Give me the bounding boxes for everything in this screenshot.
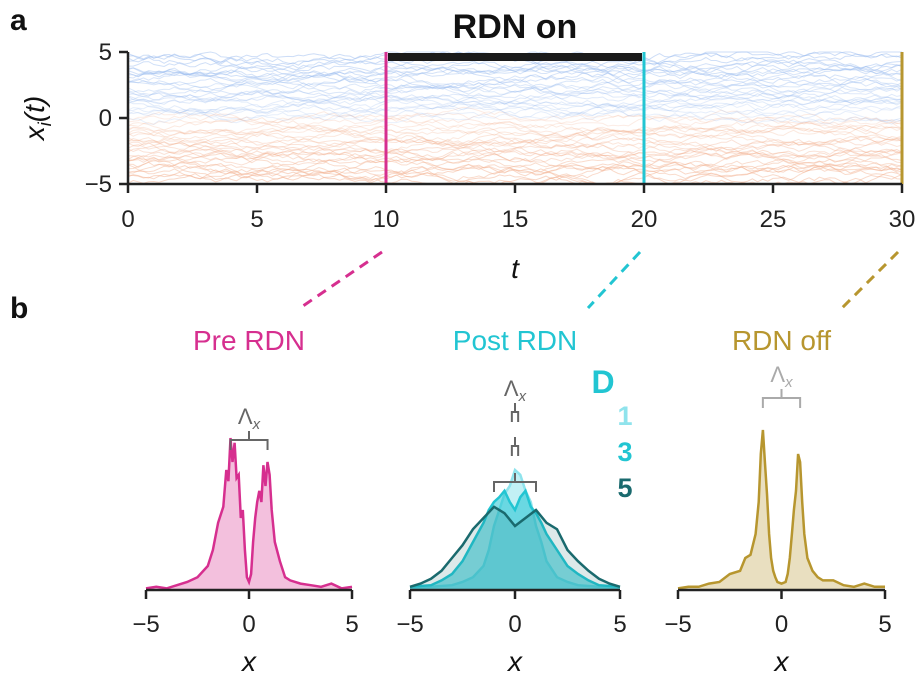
panel-a-y-tick-label: 0: [99, 105, 112, 132]
subplot-x-tick-label: −5: [396, 611, 423, 638]
panel-a-y-tick-label: 5: [99, 39, 112, 66]
connector-off: [842, 252, 898, 308]
lambda-bracket: [512, 437, 518, 456]
subplot-x-tick-label: 5: [345, 611, 358, 638]
subplot-x-tick-label: 5: [613, 611, 626, 638]
legend-item-5: 5: [617, 473, 632, 503]
legend-item-1: 1: [617, 401, 632, 431]
panel-b-label: b: [10, 292, 28, 325]
subplot-xlabel: x: [506, 646, 523, 677]
panel-a-timeseries: RDN on 0 5 10 15 20 25 30 5 0 −5 xi(t) t: [19, 8, 915, 284]
rdn-on-title: RDN on: [453, 8, 578, 46]
subplot-x-tick-label: 0: [775, 611, 788, 638]
lambda-subscript: x: [784, 374, 793, 391]
panel-a-x-tick-label: 20: [631, 206, 658, 233]
panel-a-x-tick-label: 30: [889, 206, 916, 233]
subplot-title-pre: Pre RDN: [193, 325, 305, 356]
subplot-x-tick-label: −5: [664, 611, 691, 638]
density-fill-pre: [146, 438, 352, 590]
subplot-x-tick-label: 5: [878, 611, 891, 638]
lambda-symbol: Λ: [504, 376, 519, 401]
density-line-off: [678, 430, 885, 588]
panel-a-x-tick-label: 0: [121, 206, 134, 233]
legend-title: D: [591, 364, 614, 400]
panel-a-xlabel: t: [511, 253, 520, 284]
subplot-title-post: Post RDN: [453, 325, 577, 356]
rdn-on-bar: [388, 53, 642, 61]
lambda-subscript: x: [518, 388, 527, 405]
panel-a-x-tick-label: 10: [373, 206, 400, 233]
lambda-label: Λx: [504, 376, 527, 405]
subplot-pre: Pre RDN Λx −5 0 5 x: [132, 325, 358, 677]
subplot-off: RDN off Λx −5 0 5 x: [664, 325, 891, 677]
connector-post: [588, 252, 640, 308]
subplot-x-tick-label: 0: [242, 611, 255, 638]
panel-a-x-tick-label: 5: [250, 206, 263, 233]
lambda-symbol: Λ: [238, 404, 253, 429]
connector-pre: [300, 252, 382, 308]
subplot-x-tick-label: −5: [132, 611, 159, 638]
subplot-xlabel: x: [773, 646, 790, 677]
lambda-bracket: [512, 403, 518, 422]
trajectory-traces: [128, 52, 902, 184]
panel-a-y-tick-label: −5: [85, 171, 112, 198]
panel-a-x-tick-label: 15: [502, 206, 529, 233]
subplot-post: Post RDN Λx D1 3 5 −5 0 5 x: [396, 325, 632, 677]
lambda-bracket: [763, 389, 800, 408]
subplot-title-off: RDN off: [732, 325, 831, 356]
lambda-symbol: Λ: [770, 362, 785, 387]
subplot-xlabel: x: [240, 646, 257, 677]
density-line-pre: [146, 438, 352, 588]
panel-a-label: a: [10, 4, 27, 37]
lambda-subscript: x: [252, 416, 261, 433]
density-fill-off: [678, 430, 885, 590]
zoom-connectors: [300, 252, 898, 308]
panel-a-ylabel: xi(t): [19, 96, 55, 142]
lambda-label: Λx: [770, 362, 793, 391]
legend-d: D1 3 5: [591, 364, 632, 503]
subplot-x-tick-label: 0: [508, 611, 521, 638]
panel-a-x-tick-label: 25: [760, 206, 787, 233]
lambda-label: Λx: [238, 404, 261, 433]
legend-item-3: 3: [617, 437, 632, 467]
